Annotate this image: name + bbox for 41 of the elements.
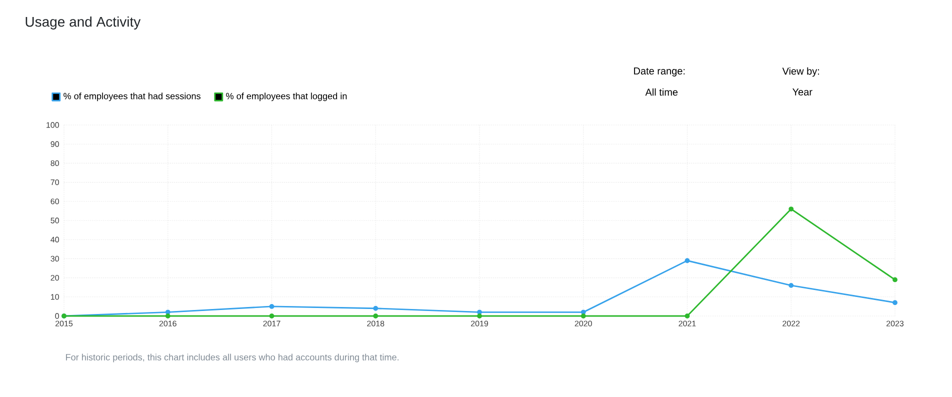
point	[684, 258, 690, 264]
y-tick-label: 80	[50, 160, 59, 166]
text: Date range:	[634, 68, 685, 76]
point	[269, 314, 274, 318]
point	[269, 304, 274, 309]
y-tick-label: 10	[51, 294, 59, 300]
point	[684, 314, 690, 318]
point	[892, 300, 898, 306]
x-tick-label: 2015	[56, 320, 73, 326]
x-tick-label: 2017	[263, 320, 280, 326]
point	[477, 314, 482, 318]
x-tick-label: 2020	[574, 320, 592, 326]
y-tick-label: 0	[55, 313, 59, 319]
legend-label: % of employees that logged in	[226, 92, 347, 102]
x-tick-label: 2021	[678, 320, 696, 326]
point	[788, 282, 794, 288]
y-tick-label: 40	[50, 236, 59, 242]
point	[165, 314, 170, 318]
text: View by:	[782, 67, 819, 77]
x-tick-label: 2018	[367, 320, 384, 326]
x-tick-label: 2022	[782, 320, 800, 326]
point	[373, 314, 378, 318]
x-tick-label: 2016	[159, 320, 176, 326]
point	[788, 206, 794, 212]
point	[373, 306, 378, 311]
y-tick-label: 20	[50, 274, 59, 281]
point	[580, 314, 586, 318]
chart-title: Usage and Activity	[26, 16, 141, 30]
y-tick-label: 30	[50, 256, 59, 262]
y-tick-label: 50	[50, 218, 59, 224]
text: Year	[792, 88, 812, 96]
y-tick-label: 100	[46, 122, 59, 128]
y-tick-label: 90	[50, 141, 59, 147]
text: For historic periods, this chart includes all users who had accounts during that time.	[66, 354, 399, 362]
legend-label: % of employees that had sessions	[64, 92, 200, 102]
y-tick-label: 60	[50, 198, 59, 204]
x-tick-label: 2023	[886, 320, 904, 326]
text: All time	[645, 88, 678, 96]
x-tick-label: 2019	[471, 320, 488, 326]
y-tick-label: 70	[50, 179, 59, 186]
point	[892, 277, 898, 282]
